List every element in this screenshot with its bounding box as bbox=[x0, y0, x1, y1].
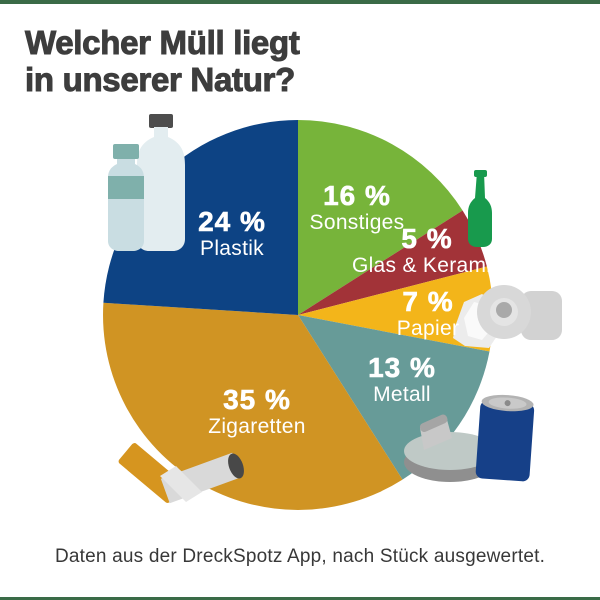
title-line-2: in unserer Natur? bbox=[25, 61, 296, 99]
top-accent-bar bbox=[0, 0, 600, 4]
pie-slice-sonstiges bbox=[298, 120, 463, 315]
glass-bottle-icon bbox=[468, 170, 492, 247]
toilet-paper-icon bbox=[453, 285, 562, 348]
pie-slice-plastik bbox=[103, 120, 299, 315]
page-title: Welcher Müll liegt in unserer Natur? bbox=[25, 24, 301, 99]
metal-can-and-tin-icon bbox=[404, 394, 535, 482]
plastic-bottles-icon bbox=[108, 114, 185, 251]
pie-slice-glas-keramik bbox=[298, 210, 487, 315]
pie-slices-group bbox=[103, 120, 493, 510]
pie-slice-zigaretten bbox=[103, 302, 403, 510]
source-note: Daten aus der DreckSpotz App, nach Stück… bbox=[54, 546, 546, 567]
pie-slice-papier bbox=[298, 266, 493, 352]
title-line-1: Welcher Müll liegt bbox=[25, 24, 301, 62]
bottom-accent-bar bbox=[0, 597, 600, 600]
cigarette-butt-icon bbox=[118, 443, 244, 504]
